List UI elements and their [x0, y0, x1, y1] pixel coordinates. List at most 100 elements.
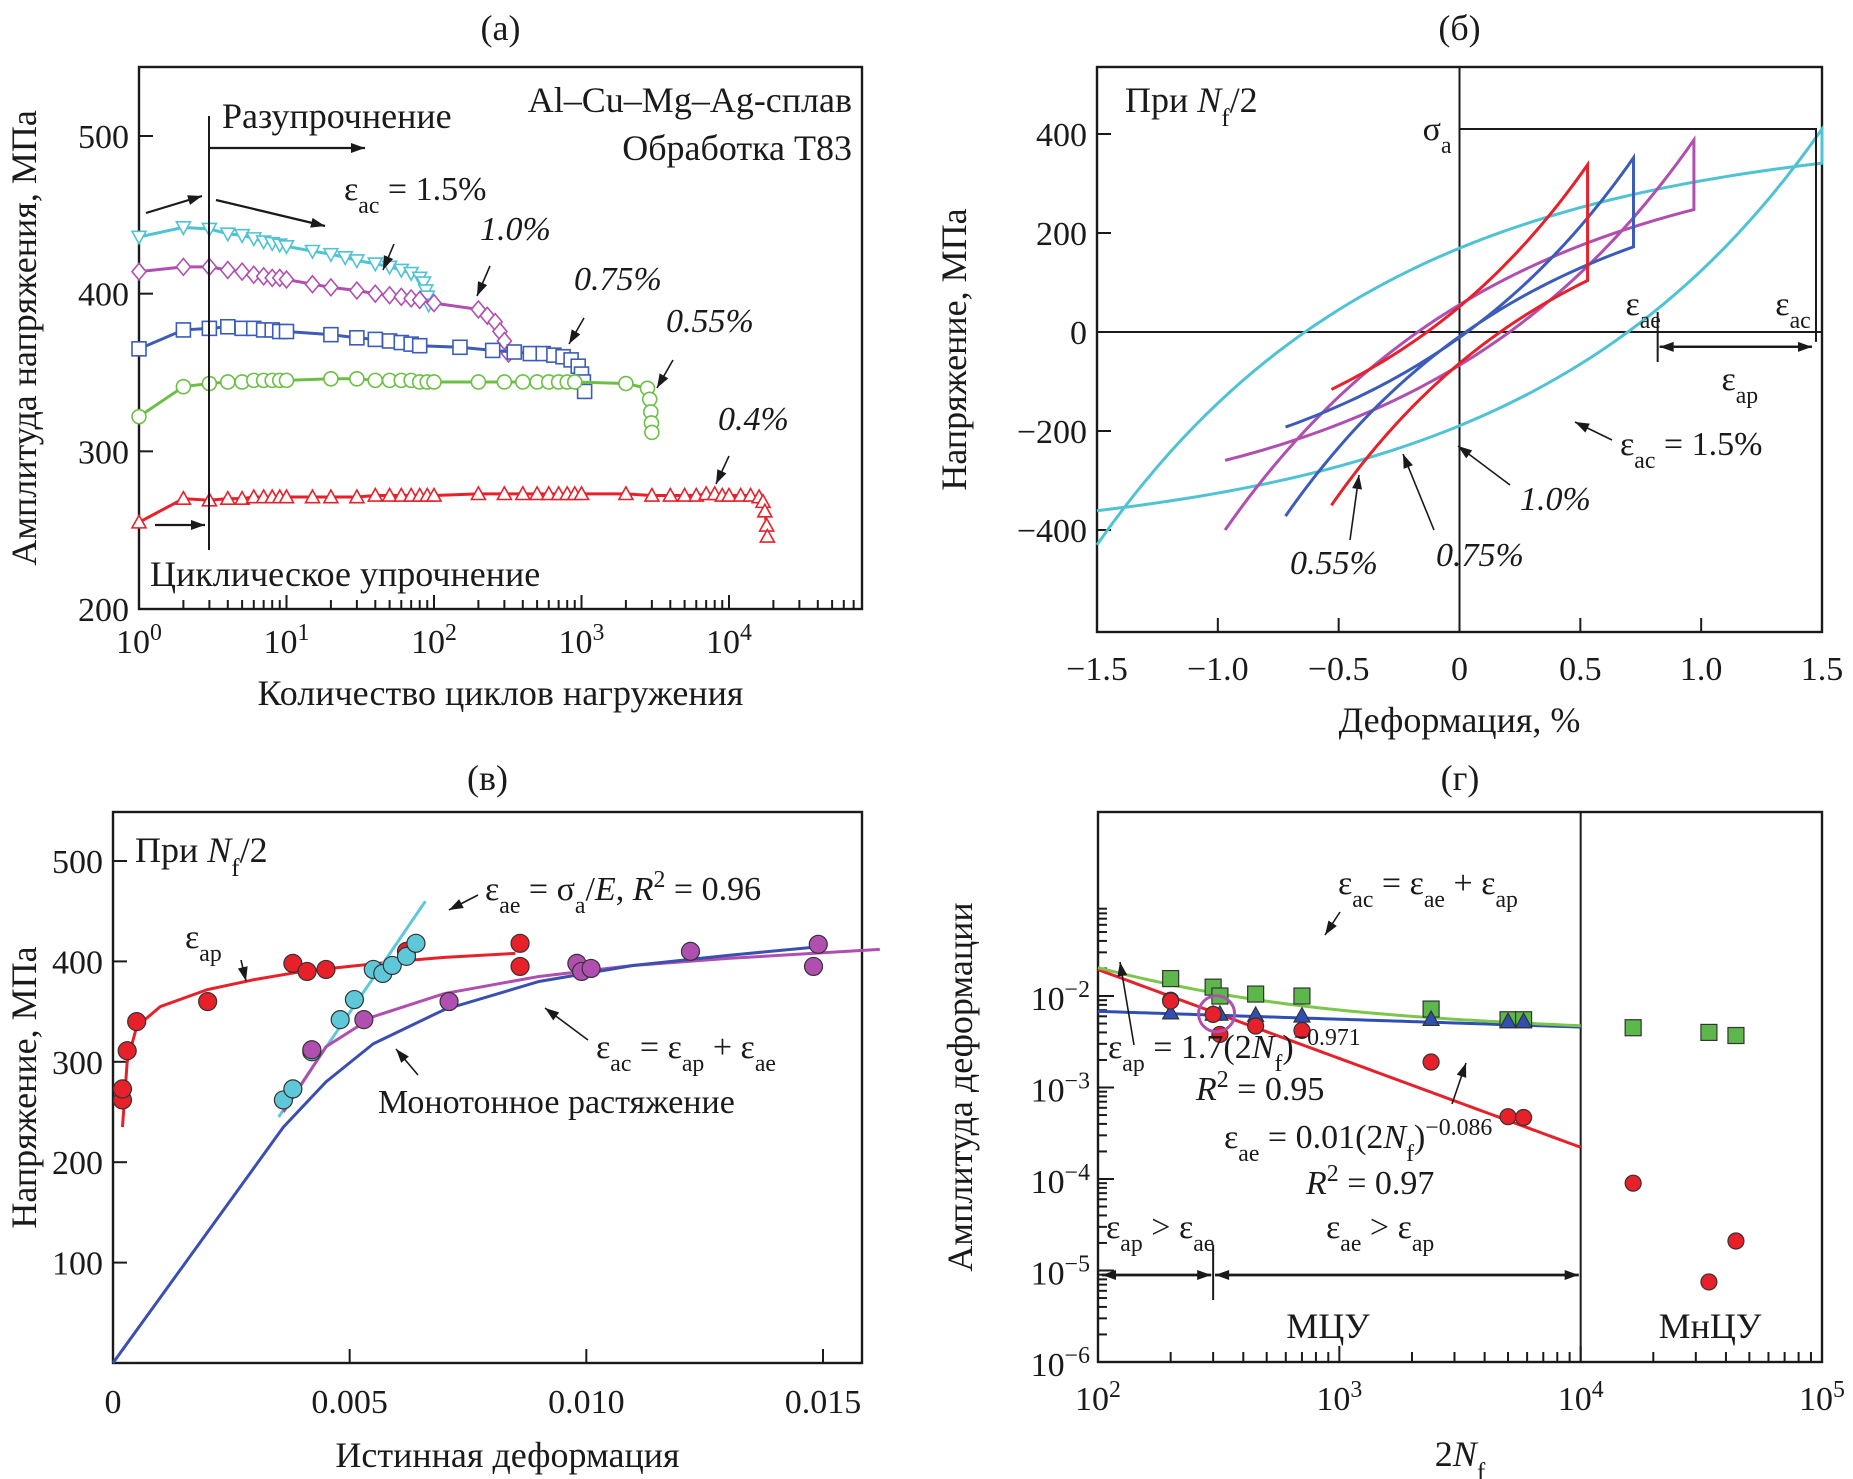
- data-point: [233, 489, 251, 506]
- loop-label-1.0: 1.0%: [1520, 481, 1591, 518]
- data-point: [1204, 1005, 1222, 1023]
- data-point: [581, 958, 601, 979]
- data-point: [278, 239, 295, 256]
- data-point: [528, 485, 546, 501]
- data-point: [452, 339, 468, 356]
- arrow-head: [1403, 454, 1413, 469]
- data-point: [643, 486, 661, 502]
- arrow-head: [1215, 1270, 1230, 1280]
- arrow-head: [1325, 920, 1337, 935]
- x-tick-label: 103: [1316, 1377, 1362, 1418]
- data-point: [1624, 1174, 1642, 1192]
- series-label-1.0: 1.0%: [480, 211, 551, 248]
- ac-equation: εac = εap + εae: [596, 1029, 776, 1077]
- data-point: [245, 488, 263, 504]
- arrow-head: [477, 281, 488, 296]
- series-label-1.5: εac = 1.5%: [344, 171, 486, 219]
- data-point: [278, 323, 295, 340]
- arrow-head: [237, 966, 248, 981]
- x-axis-label: Деформация, %: [1339, 700, 1581, 740]
- data-point: [297, 961, 317, 982]
- arrow-head: [545, 1008, 560, 1021]
- arrow-head: [1197, 1270, 1212, 1280]
- data-point: [304, 244, 321, 260]
- series-label-0.75: 0.75%: [574, 261, 662, 298]
- data-point: [496, 374, 513, 390]
- monotonic-label: Монотонное растяжение: [378, 1084, 735, 1121]
- ae-r2: R2 = 0.97: [1305, 1161, 1434, 1202]
- arrow-head: [716, 469, 727, 484]
- arrow-head: [657, 373, 669, 388]
- x-tick-label: 105: [1799, 1377, 1845, 1418]
- arrow-head: [383, 255, 394, 270]
- panel-a-frame: [137, 65, 864, 611]
- x-tick-label: 104: [1558, 1377, 1604, 1418]
- data-point: [112, 1079, 133, 1099]
- data-point: [344, 989, 364, 1010]
- arrow-head: [187, 195, 202, 205]
- label-arrow: [568, 317, 585, 345]
- data-point: [220, 374, 236, 390]
- data-point: [322, 277, 339, 298]
- data-point: [510, 933, 530, 953]
- label-arrow: [476, 265, 491, 297]
- y-tick-label: 400: [78, 277, 129, 314]
- range-arrow: [1102, 1270, 1212, 1280]
- arrow-head: [1575, 422, 1590, 433]
- data-point: [1247, 1017, 1265, 1035]
- data-point: [1727, 1026, 1745, 1045]
- loop-0.75%: [1284, 153, 1635, 518]
- sigma-a-label: σa: [1423, 111, 1452, 159]
- arrow-shaft: [215, 198, 326, 228]
- arrow-head: [569, 329, 581, 344]
- data-point: [618, 375, 634, 392]
- y-tick-label: 100: [52, 1246, 103, 1283]
- label-arrow: [715, 455, 730, 485]
- loop-0.55%: [1330, 159, 1590, 507]
- data-point: [515, 374, 531, 390]
- y-tick-label: 300: [52, 1045, 103, 1082]
- data-point: [381, 486, 398, 502]
- data-point: [732, 486, 750, 502]
- hardening-arrow-1: [145, 194, 203, 215]
- eps-ae-label: εae: [1625, 286, 1660, 334]
- eps-ap-arrow-left: [1659, 341, 1812, 352]
- data-point: [127, 1012, 147, 1032]
- x-tick-label: −0.5: [1308, 651, 1370, 688]
- data-point: [496, 485, 513, 501]
- y-tick-label: 200: [52, 1145, 103, 1182]
- data-point: [676, 486, 693, 502]
- data-point: [439, 991, 459, 1012]
- data-point: [1422, 1009, 1441, 1027]
- data-point: [1499, 1108, 1517, 1126]
- data-point: [573, 485, 590, 501]
- treatment-label: Обработка Т83: [622, 128, 852, 168]
- data-point: [336, 251, 354, 267]
- y-tick-label: 500: [52, 844, 103, 881]
- data-point: [720, 486, 738, 502]
- y-tick-label: −400: [1017, 513, 1087, 550]
- panel-a-title: (a): [481, 8, 521, 48]
- data-point: [348, 254, 366, 270]
- data-point: [175, 221, 192, 237]
- data-point: [245, 265, 262, 285]
- data-point: [234, 261, 251, 282]
- series-ε_ac: [302, 934, 828, 1060]
- panel-d: (г) 102 103 104 105 10−2 10−3 10−4 10−5 10−6 2Nf Ам…: [940, 758, 1845, 1479]
- x-tick-label: 0: [105, 1384, 122, 1421]
- data-point: [382, 955, 402, 976]
- x-tick-label: 0.015: [785, 1384, 862, 1421]
- data-point: [1293, 1021, 1311, 1040]
- panel-b: (б) 400 200 0 −200 −400 −1.5 −1.0 −0.5 0 0.5 1.0 1.5…: [934, 8, 1843, 740]
- softening-arrow: [209, 143, 365, 153]
- x-axis-label: Количество циклов нагружения: [258, 673, 744, 713]
- arrow-head: [1456, 1063, 1467, 1078]
- data-point: [278, 269, 295, 290]
- x-tick-label: 103: [559, 620, 605, 661]
- panel-d-title: (г): [1441, 758, 1480, 798]
- data-point: [510, 956, 530, 977]
- arrow-head: [396, 1049, 409, 1063]
- y-axis-label: Напряжение, МПа: [934, 208, 974, 490]
- data-point: [514, 485, 532, 501]
